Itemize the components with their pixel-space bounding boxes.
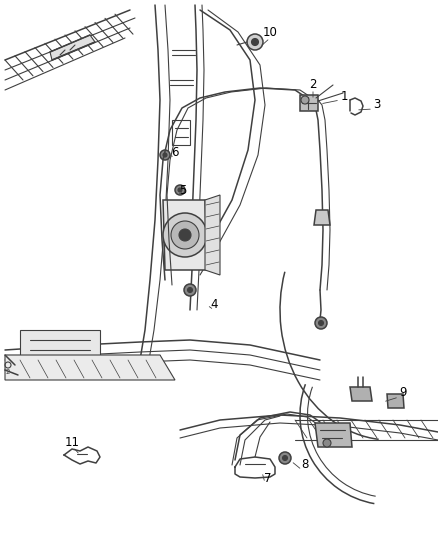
Text: 11: 11: [64, 435, 80, 448]
Circle shape: [247, 34, 263, 50]
Text: 5: 5: [179, 183, 187, 197]
Polygon shape: [205, 195, 220, 275]
Circle shape: [163, 213, 207, 257]
Circle shape: [171, 221, 199, 249]
Text: 10: 10: [262, 27, 277, 39]
Circle shape: [179, 229, 191, 241]
Text: 9: 9: [399, 386, 407, 400]
Polygon shape: [50, 35, 95, 60]
Text: 2: 2: [309, 77, 317, 91]
Polygon shape: [300, 95, 318, 111]
Polygon shape: [315, 423, 352, 447]
Circle shape: [251, 38, 258, 45]
Polygon shape: [350, 387, 372, 401]
Polygon shape: [20, 330, 100, 360]
Text: 2: 2: [6, 369, 10, 375]
Circle shape: [175, 185, 185, 195]
Circle shape: [279, 452, 291, 464]
Circle shape: [160, 150, 170, 160]
Text: 4: 4: [210, 298, 218, 311]
Circle shape: [283, 456, 287, 461]
Polygon shape: [163, 200, 207, 270]
Text: 6: 6: [171, 146, 179, 158]
Circle shape: [184, 284, 196, 296]
Polygon shape: [314, 210, 330, 225]
Polygon shape: [5, 355, 175, 380]
Circle shape: [178, 188, 182, 192]
Text: 1: 1: [340, 90, 348, 102]
Circle shape: [163, 153, 167, 157]
Polygon shape: [387, 394, 404, 408]
Circle shape: [323, 439, 331, 447]
Circle shape: [318, 320, 324, 326]
Text: 3: 3: [373, 99, 381, 111]
Text: 7: 7: [264, 472, 272, 484]
Circle shape: [301, 96, 309, 104]
Text: 8: 8: [301, 458, 309, 472]
Circle shape: [187, 287, 192, 293]
Circle shape: [315, 317, 327, 329]
